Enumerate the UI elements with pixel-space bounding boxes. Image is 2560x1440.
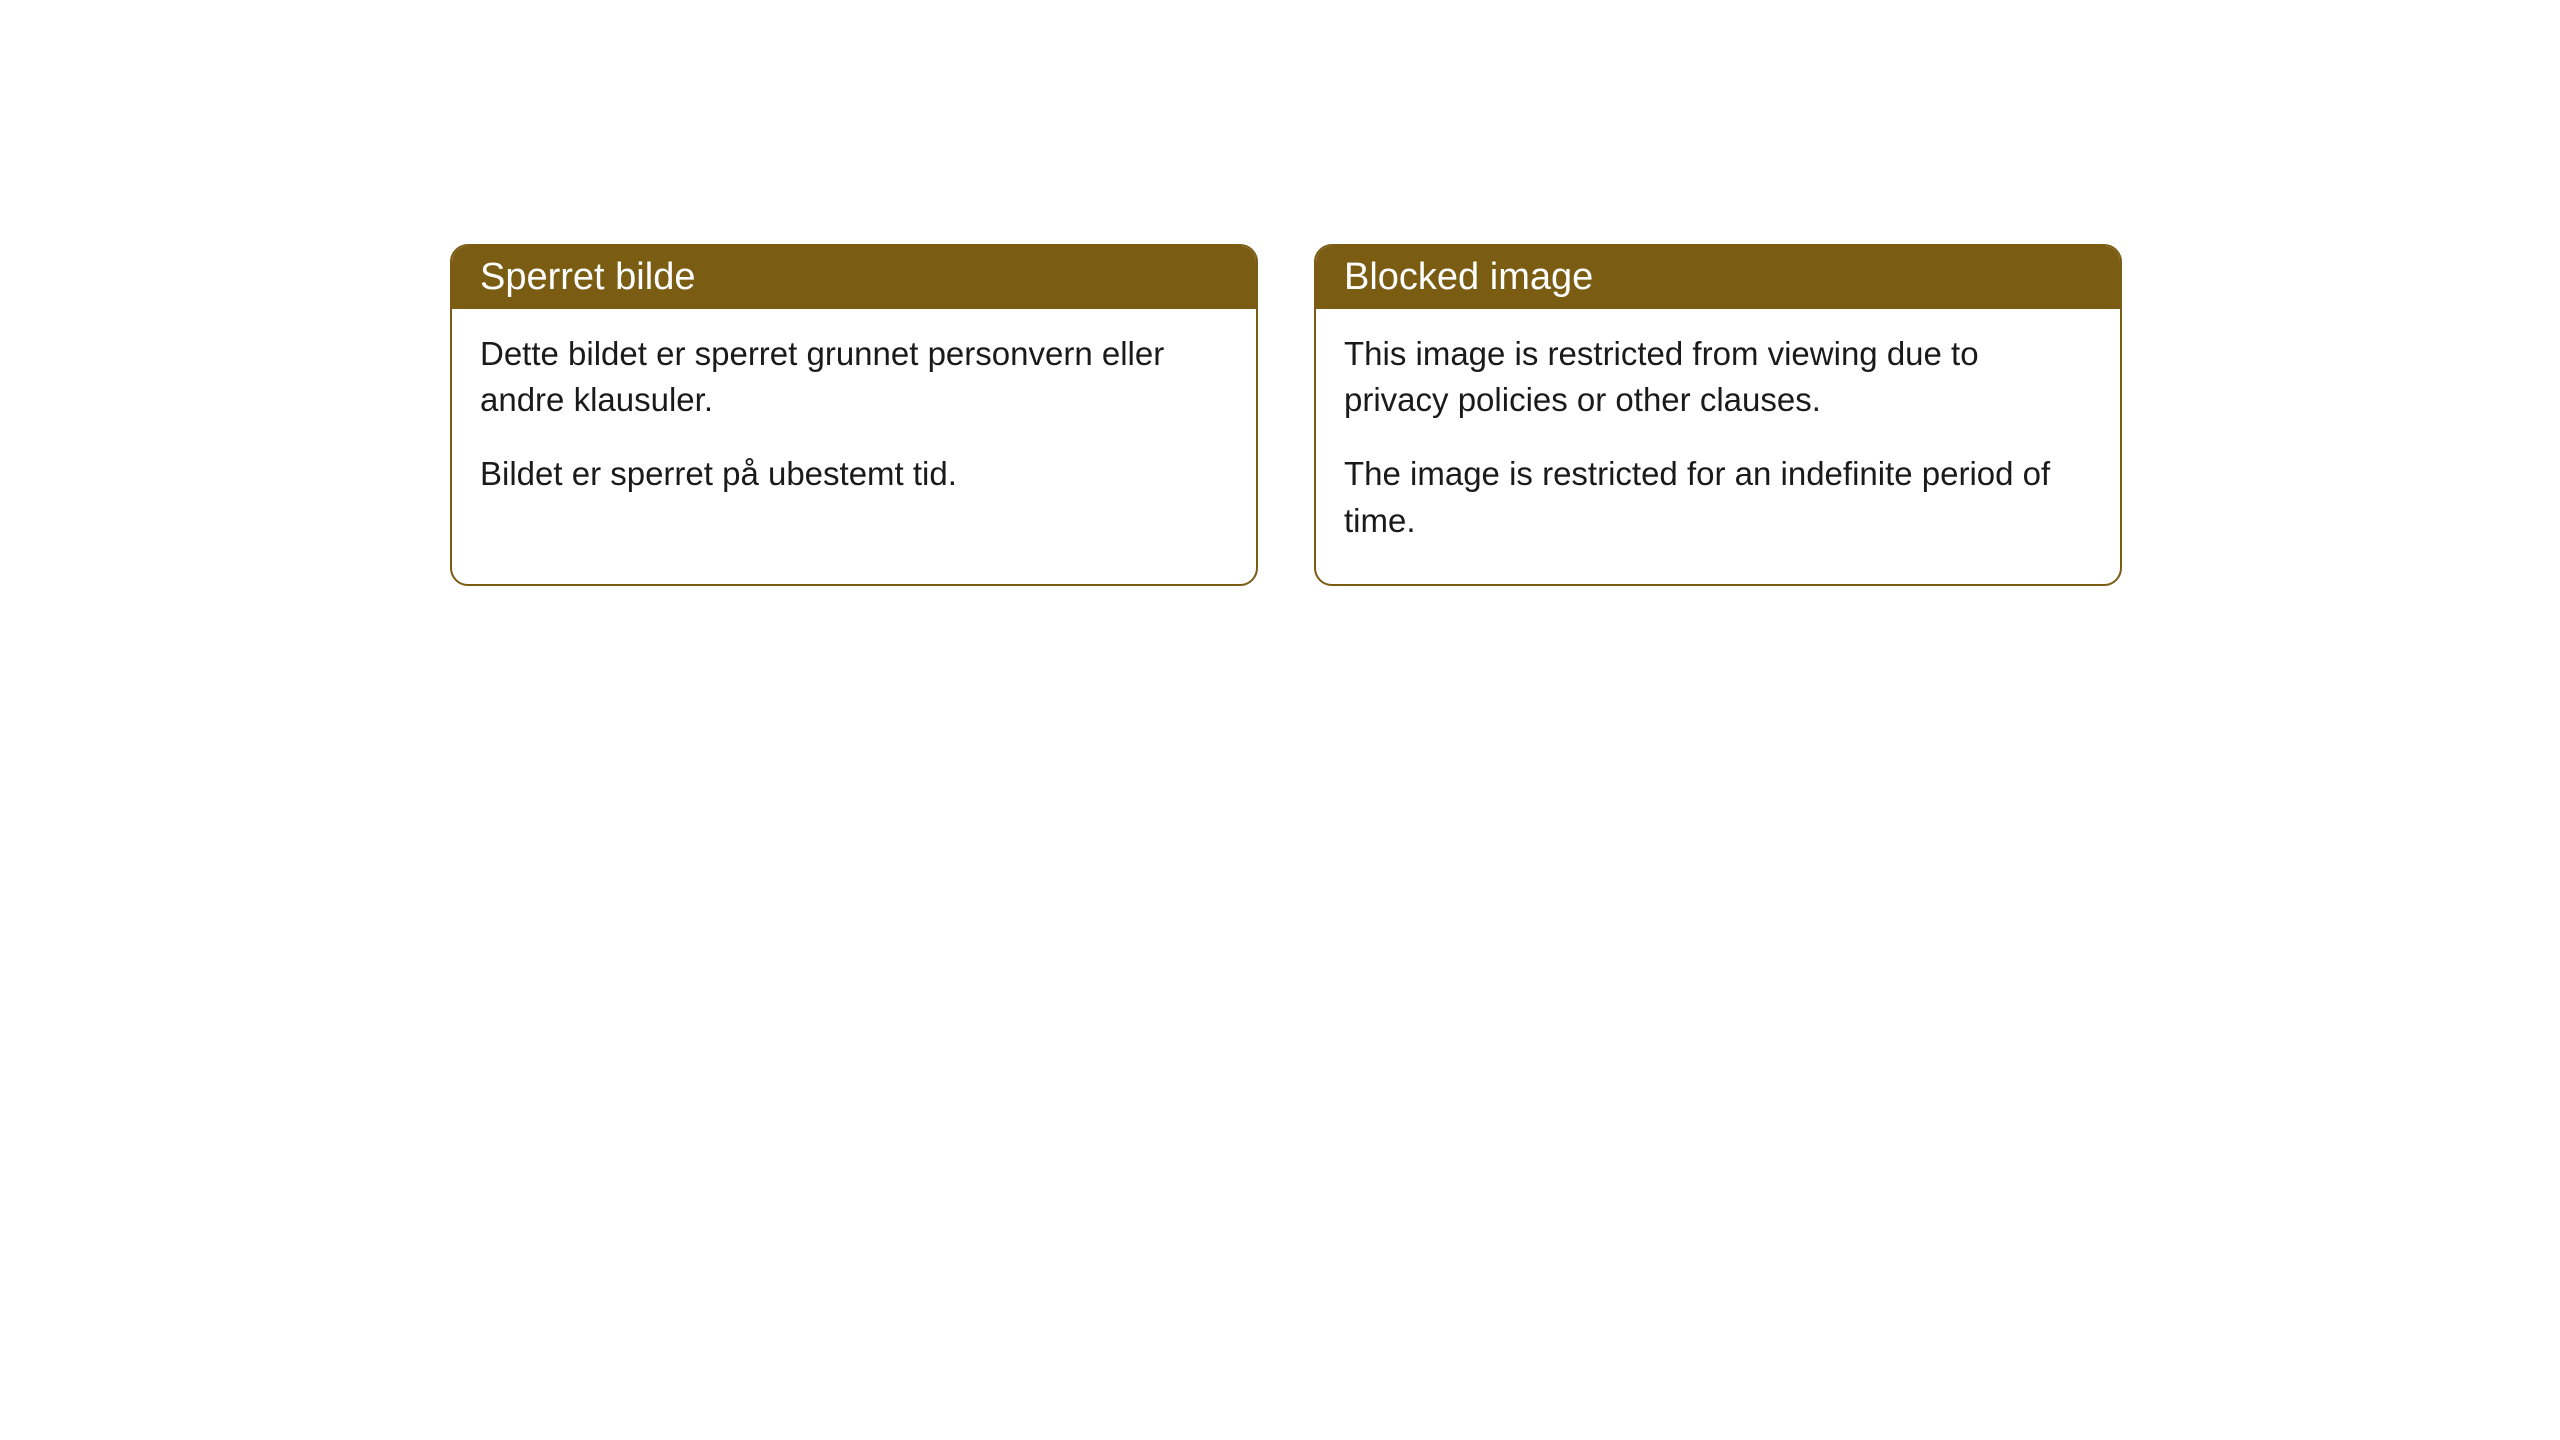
card-body-norwegian: Dette bildet er sperret grunnet personve… — [452, 309, 1256, 538]
card-header-norwegian: Sperret bilde — [452, 246, 1256, 309]
card-paragraph: Dette bildet er sperret grunnet personve… — [480, 331, 1228, 423]
card-paragraph: This image is restricted from viewing du… — [1344, 331, 2092, 423]
card-title: Blocked image — [1344, 256, 1593, 298]
card-body-english: This image is restricted from viewing du… — [1316, 309, 2120, 584]
card-title: Sperret bilde — [480, 256, 695, 298]
notice-card-norwegian: Sperret bilde Dette bildet er sperret gr… — [450, 244, 1258, 586]
notice-cards-container: Sperret bilde Dette bildet er sperret gr… — [0, 0, 2560, 586]
card-paragraph: The image is restricted for an indefinit… — [1344, 451, 2092, 543]
card-header-english: Blocked image — [1316, 246, 2120, 309]
card-paragraph: Bildet er sperret på ubestemt tid. — [480, 451, 1228, 497]
notice-card-english: Blocked image This image is restricted f… — [1314, 244, 2122, 586]
